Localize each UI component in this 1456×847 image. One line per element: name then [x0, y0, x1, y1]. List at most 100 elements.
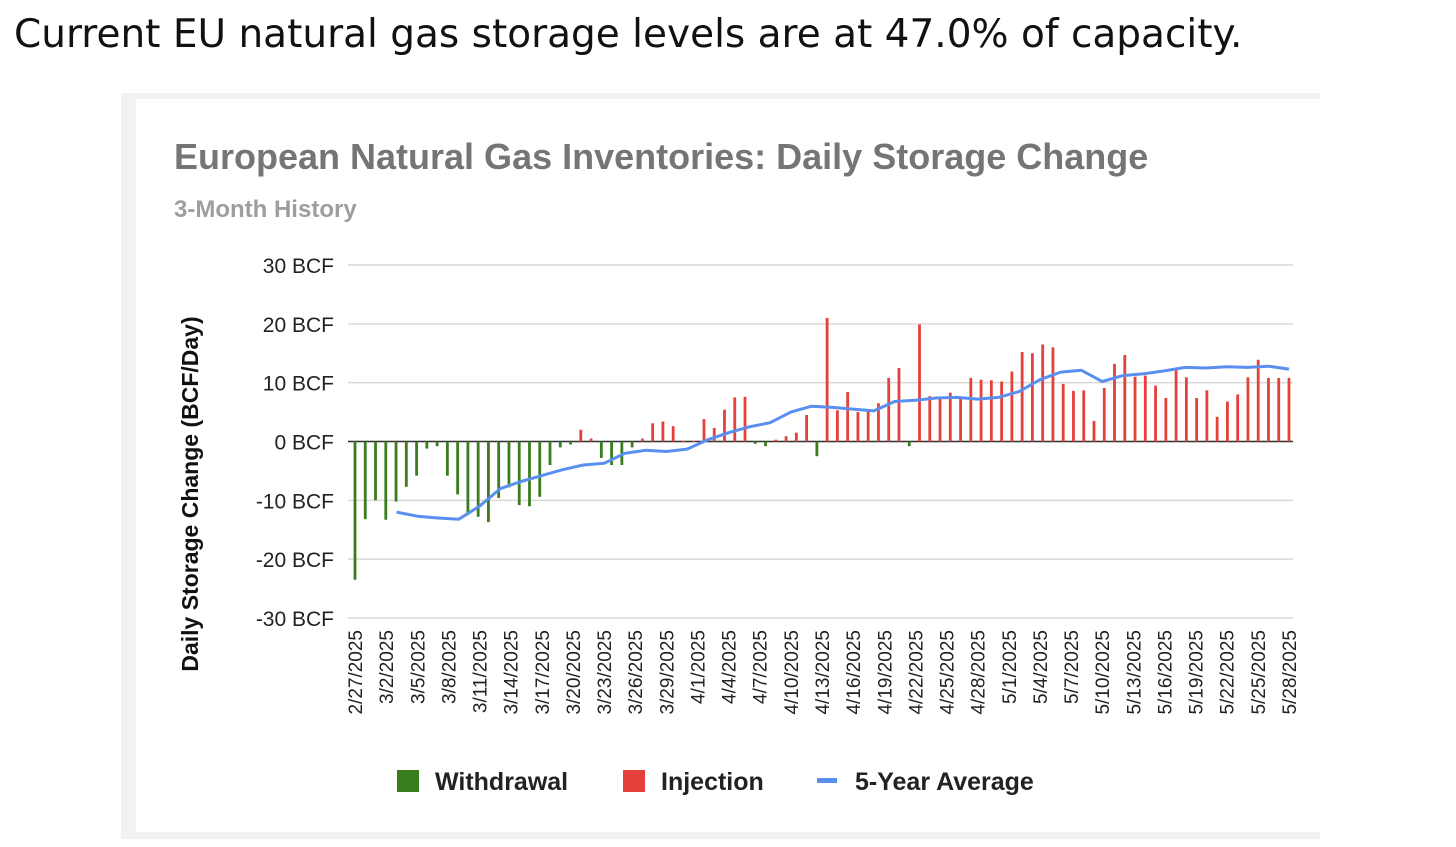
injection-bar [928, 396, 932, 442]
withdrawal-bar [384, 441, 388, 520]
y-tick-label: 20 BCF [263, 314, 334, 337]
injection-bar [866, 410, 870, 442]
x-tick-label: 5/28/2025 [1280, 630, 1301, 715]
withdrawal-bar [507, 441, 511, 488]
withdrawal-bar [907, 441, 911, 447]
injection-bar [1205, 390, 1209, 442]
injection-bar [1143, 375, 1147, 442]
injection-bar [579, 429, 583, 442]
withdrawal-bar [517, 441, 521, 506]
injection-bar [1267, 377, 1270, 442]
injection-bar [640, 438, 644, 442]
withdrawal-bar [456, 441, 460, 495]
withdrawal-bar [610, 441, 613, 466]
legend-swatch [817, 778, 837, 783]
withdrawal-bar [497, 441, 501, 498]
x-tick-label: 5/7/2025 [1062, 630, 1083, 704]
x-tick-label: 4/28/2025 [969, 630, 990, 715]
injection-bar [1072, 390, 1075, 442]
injection-bar [692, 440, 696, 442]
legend-injection: Injection [661, 768, 764, 796]
injection-bar [723, 409, 726, 442]
withdrawal-bar [353, 441, 357, 580]
legend-five-year-average: 5-Year Average [855, 768, 1034, 796]
injection-bar [1041, 344, 1045, 442]
x-tick-label: 3/8/2025 [439, 630, 460, 704]
injection-bar [1082, 390, 1086, 442]
legend-swatch [397, 770, 419, 792]
y-tick-label: 0 BCF [274, 432, 334, 455]
x-tick-label: 4/7/2025 [751, 630, 772, 704]
withdrawal-bar [435, 441, 439, 447]
injection-bar [1164, 397, 1168, 442]
x-tick-label: 4/4/2025 [720, 630, 741, 704]
withdrawal-bar [404, 441, 408, 487]
injection-bar [877, 403, 880, 442]
injection-bar [1092, 420, 1096, 442]
withdrawal-bar [445, 441, 449, 476]
injection-bar [887, 377, 891, 442]
injection-bar [979, 379, 983, 442]
x-tick-label: 3/17/2025 [533, 630, 554, 715]
x-tick-label: 3/2/2025 [377, 630, 398, 704]
x-tick-label: 4/16/2025 [844, 630, 865, 715]
injection-bar [784, 436, 788, 442]
injection-bar [1061, 383, 1065, 442]
x-tick-label: 4/10/2025 [782, 630, 803, 715]
injection-bar [948, 392, 952, 442]
injection-bar [702, 419, 706, 442]
y-tick-label: -30 BCF [256, 608, 334, 631]
withdrawal-bar [466, 441, 470, 516]
injection-bar [1020, 352, 1024, 442]
withdrawal-bar [425, 441, 429, 449]
x-tick-label: 2/27/2025 [346, 630, 367, 715]
chart-subtitle: 3-Month History [174, 196, 357, 223]
injection-bar [1010, 371, 1014, 442]
injection-bar [989, 380, 993, 442]
withdrawal-bar [487, 441, 490, 523]
withdrawal-bar [599, 441, 603, 458]
headline: Current EU natural gas storage levels ar… [14, 12, 1243, 57]
injection-bar [712, 427, 716, 442]
withdrawal-bar [528, 441, 531, 507]
injection-bar [774, 439, 778, 442]
injection-bar [1215, 416, 1219, 442]
chart-card [136, 99, 1320, 832]
y-tick-label: 10 BCF [263, 373, 334, 396]
injection-bar [969, 377, 973, 442]
injection-bar [1226, 401, 1229, 442]
injection-bar [1102, 387, 1106, 442]
y-tick-label: -10 BCF [256, 490, 334, 513]
injection-bar [938, 397, 942, 442]
y-axis-title: Daily Storage Change (BCF/Day) [177, 316, 203, 671]
chart-title: European Natural Gas Inventories: Daily … [174, 136, 1149, 177]
withdrawal-bar [815, 441, 819, 457]
x-tick-label: 5/22/2025 [1218, 630, 1239, 715]
injection-bar [1051, 347, 1055, 442]
injection-bar [1113, 363, 1116, 442]
y-tick-label: 30 BCF [263, 255, 334, 278]
x-tick-label: 4/1/2025 [688, 630, 709, 704]
injection-bar [589, 438, 593, 442]
x-tick-label: 3/5/2025 [408, 630, 429, 704]
withdrawal-bar [363, 441, 367, 520]
injection-bar [1287, 377, 1291, 442]
x-tick-label: 4/19/2025 [875, 630, 896, 715]
x-tick-label: 5/13/2025 [1124, 630, 1145, 715]
withdrawal-bar [764, 441, 767, 447]
withdrawal-bar [753, 441, 757, 444]
injection-bar [1246, 377, 1250, 442]
withdrawal-bar [394, 441, 398, 502]
injection-bar [1133, 376, 1137, 442]
withdrawal-bar [630, 441, 634, 448]
legend-withdrawal: Withdrawal [435, 768, 568, 796]
x-tick-label: 4/25/2025 [938, 630, 959, 715]
x-tick-label: 3/26/2025 [626, 630, 647, 715]
injection-bar [1236, 394, 1240, 442]
injection-bar [1000, 381, 1004, 442]
injection-bar [671, 426, 675, 442]
injection-bar [794, 432, 798, 442]
injection-bar [856, 412, 860, 442]
injection-bar [918, 324, 921, 442]
injection-bar [959, 397, 962, 442]
